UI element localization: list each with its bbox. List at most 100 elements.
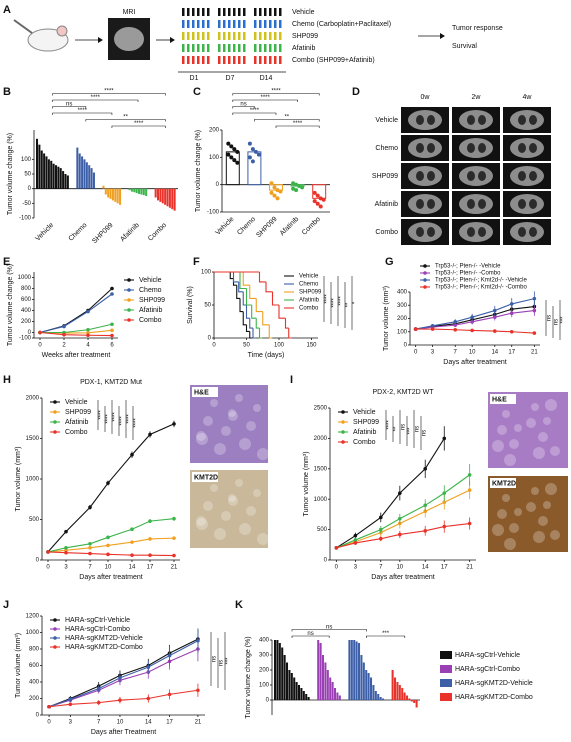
legend-swatch [440, 693, 452, 701]
y-tick-label: 0 [404, 343, 408, 349]
panel-letter: B [3, 86, 11, 98]
significance-label: **** [104, 89, 114, 95]
y-tick-label: 1000 [314, 497, 328, 503]
arrow-head [98, 37, 103, 43]
arm-label: Vehicle [292, 9, 315, 16]
dose-mark [264, 44, 267, 52]
group-label: Chemo [375, 145, 398, 152]
x-tick-label: 7 [454, 350, 458, 356]
dose-mark [192, 20, 195, 28]
significance-bracket [291, 629, 367, 632]
mri-organ [416, 143, 424, 153]
dose-mark [223, 8, 226, 16]
dose-mark [279, 56, 282, 64]
data-point [167, 692, 172, 697]
data-point [430, 323, 435, 328]
bar [57, 166, 60, 189]
bar [365, 670, 368, 700]
x-tick-label: 0 [212, 343, 216, 349]
bar [408, 698, 411, 700]
dose-mark [274, 44, 277, 52]
data-point [64, 546, 68, 550]
data-point [423, 503, 428, 508]
mri-organ [529, 227, 537, 237]
data-point [470, 320, 474, 324]
dose-mark [269, 44, 272, 52]
legend-label: Vehicle [65, 399, 88, 406]
legend-marker [127, 298, 131, 302]
mri-body [510, 138, 544, 158]
legend-marker [423, 271, 427, 275]
dose-mark [218, 20, 221, 28]
mri-body [114, 27, 144, 51]
survival-step [278, 305, 286, 319]
legend-label: HARA-sgKMT2D-Vehicle [455, 680, 533, 687]
survival-step [238, 281, 244, 293]
histology-texture [221, 426, 231, 436]
bar [382, 698, 385, 700]
mri-organ [478, 115, 486, 125]
histology-texture [545, 483, 557, 495]
legend-label: HARA-sgCtrl-Vehicle [455, 652, 520, 659]
dose-mark [218, 44, 221, 52]
legend-label: SHP099 [353, 419, 379, 426]
dose-mark [279, 44, 282, 52]
x-tick-label: 17 [166, 720, 173, 726]
data-point [467, 473, 472, 477]
bar [319, 643, 322, 700]
legend-label: Vehicle [353, 409, 376, 416]
survival-step [265, 281, 273, 293]
significance-label: **** [261, 95, 271, 101]
bar [50, 160, 53, 189]
legend-label: Trp53-/-; Pten-/-; Kmt2d-/- -Combo [435, 285, 527, 291]
data-point [196, 638, 200, 643]
y-tick-label: 800 [29, 647, 40, 653]
bar [353, 640, 356, 700]
y-tick-label: 1000 [26, 630, 40, 636]
data-point [398, 532, 402, 537]
histology-texture [228, 409, 236, 417]
bar [52, 163, 55, 189]
bar [377, 694, 380, 700]
panel-letter: F [193, 256, 200, 268]
histology-texture [492, 524, 504, 536]
mri-body [510, 194, 544, 214]
significance-label: **** [106, 414, 112, 424]
bar [159, 188, 162, 202]
dose-mark [254, 44, 257, 52]
bar [401, 688, 404, 700]
chart-title: PDX-2, KMT2D WT [372, 389, 434, 396]
dose-mark [238, 44, 241, 52]
data-point [509, 311, 514, 316]
legend-label: Vehicle [299, 274, 319, 280]
dose-mark [264, 56, 267, 64]
histology-texture [257, 533, 269, 545]
significance-label: ns [219, 660, 225, 666]
dose-mark [259, 8, 262, 16]
day-label: D14 [260, 75, 273, 82]
histology-texture [538, 432, 548, 442]
mri-body [459, 138, 493, 158]
x-tick-label: 17 [441, 565, 448, 571]
dose-mark [187, 56, 190, 64]
bar [145, 188, 148, 196]
dose-mark [218, 56, 221, 64]
data-point [269, 190, 274, 195]
histology-texture [514, 424, 522, 432]
data-point [110, 328, 114, 333]
bar [286, 662, 289, 700]
panel-letter: A [3, 4, 11, 16]
y-axis-label: Tumor volume change (%) [195, 130, 202, 212]
dose-mark [223, 20, 226, 28]
y-tick-label: 400 [397, 290, 408, 296]
bar [161, 188, 164, 204]
significance-label: **** [339, 296, 345, 306]
data-point [353, 538, 358, 542]
y-tick-label: 400 [21, 308, 32, 314]
data-point [46, 550, 50, 554]
bar [367, 673, 370, 700]
data-point [229, 155, 234, 160]
bar [78, 153, 81, 189]
mri-organ [478, 199, 486, 209]
y-axis-label: Tumor volume (mm³) [303, 451, 310, 516]
